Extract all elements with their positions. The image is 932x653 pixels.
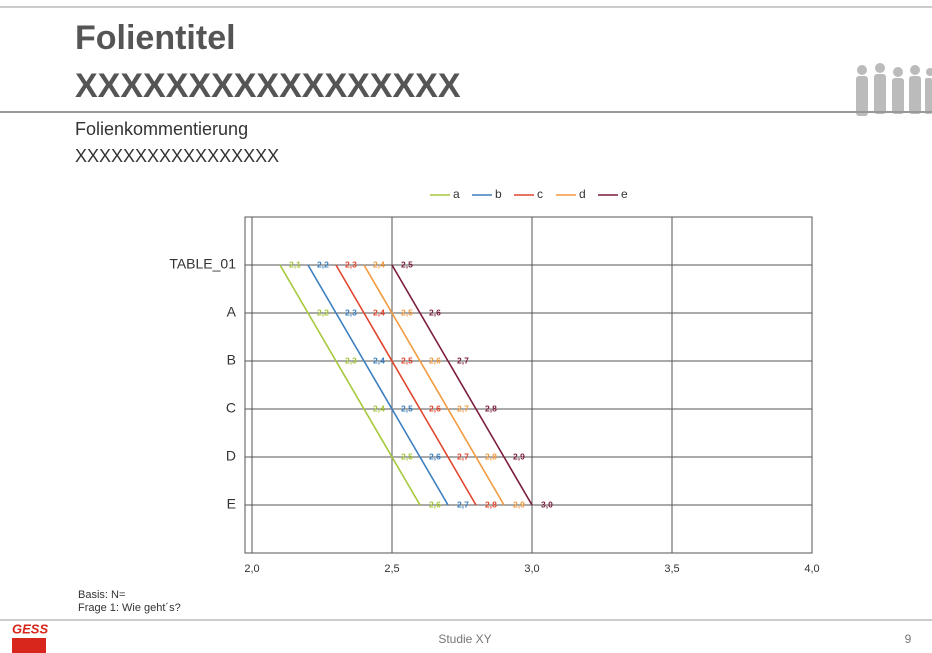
data-label: 3,0 [541,499,553,509]
data-label: 2,7 [457,499,469,509]
y-tick-label: A [227,304,237,320]
x-tick-label: 4,0 [804,563,819,575]
data-label: 2,5 [401,451,413,461]
data-label: 2,8 [485,499,497,509]
data-label: 2,5 [401,259,413,269]
data-label: 2,9 [513,451,525,461]
data-label: 2,4 [373,403,385,413]
data-label: 2,4 [373,259,385,269]
y-tick-label: E [227,496,236,512]
data-label: 2,2 [317,259,329,269]
x-tick-label: 2,0 [244,563,259,575]
y-tick-label: C [226,400,236,416]
x-tick-label: 3,5 [664,563,679,575]
legend-label: b [495,187,502,201]
y-tick-label: TABLE_01 [169,256,236,272]
comment: XXXXXXXXXXXXXXXXX [75,146,279,166]
data-label: 2,3 [345,259,357,269]
data-label: 2,2 [317,307,329,317]
data-label: 2,6 [429,451,441,461]
plot-frame [244,216,813,554]
y-tick-label: D [226,448,236,464]
title: Folientitel [75,19,236,57]
data-label: 2,6 [429,403,441,413]
legend-label: a [453,187,460,201]
series-line [335,264,477,506]
title: XXXXXXXXXXXXXXXXX [75,67,461,105]
data-label: 2,6 [429,499,441,509]
series-line [363,264,505,506]
data-label: 2,5 [401,403,413,413]
data-label: 2,6 [429,355,441,365]
series-line [307,264,449,506]
comment: Folienkommentierung [75,119,248,139]
note: Frage 1: Wie geht´s? [78,602,181,614]
data-label: 2,6 [429,307,441,317]
data-label: 2,8 [485,403,497,413]
series-line [391,264,533,506]
note: Basis: N= [78,589,125,601]
y-tick-label: B [227,352,236,368]
data-label: 2,5 [401,307,413,317]
people-icon [856,63,932,116]
x-tick-label: 3,0 [524,563,539,575]
series-line [279,264,421,506]
legend-label: e [621,187,628,201]
data-label: 2,3 [345,307,357,317]
data-label: 2,4 [373,307,385,317]
data-label: 2,1 [289,259,301,269]
data-label: 2,8 [485,451,497,461]
data-label: 2,7 [457,355,469,365]
legend-label: d [579,187,586,201]
footer-text: Studie XY [438,632,491,646]
logo-block [12,638,46,653]
x-tick-label: 2,5 [384,563,399,575]
data-label: 2,7 [457,403,469,413]
data-label: 2,7 [457,451,469,461]
data-label: 2,4 [373,355,385,365]
data-label: 2,9 [513,499,525,509]
data-label: 2,5 [401,355,413,365]
legend-label: c [537,187,543,201]
logo: GESS [12,621,48,636]
data-label: 2,3 [345,355,357,365]
page-number: 9 [905,632,912,646]
